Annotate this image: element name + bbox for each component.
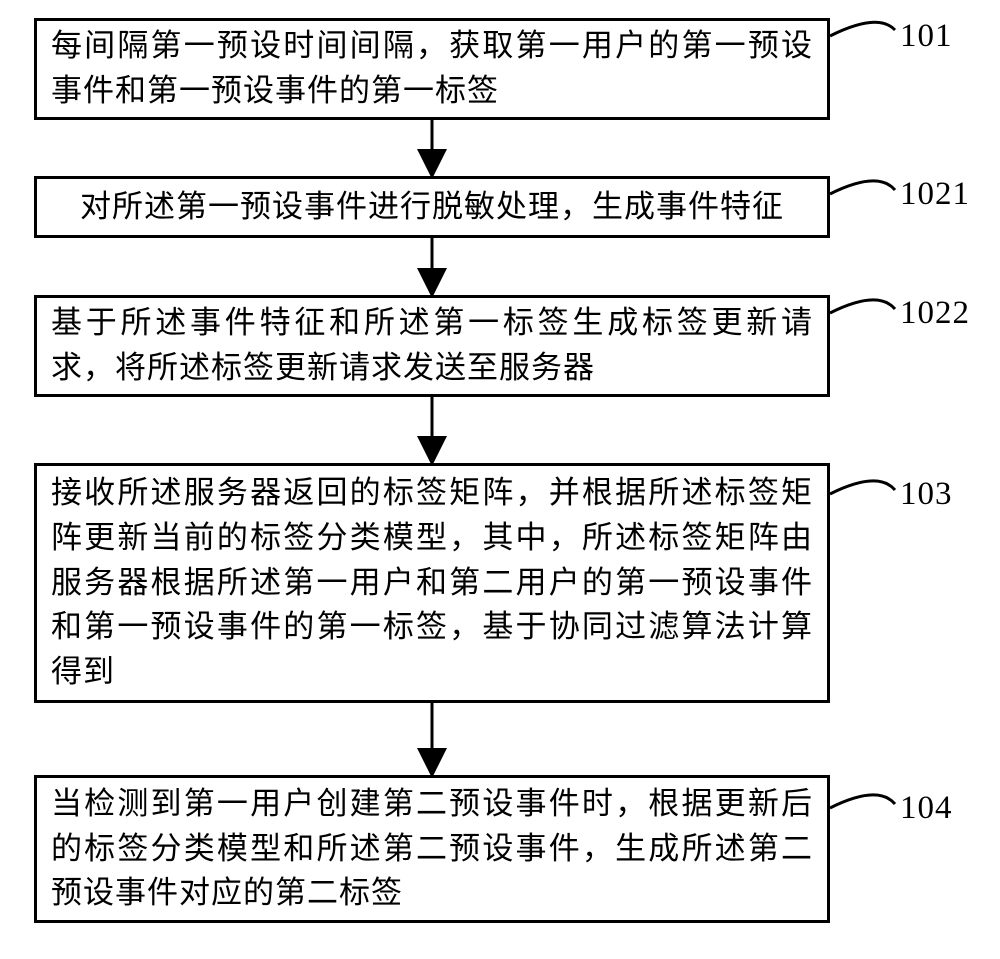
flowchart-canvas: 每间隔第一预设时间间隔，获取第一用户的第一预设事件和第一预设事件的第一标签 10… [0,0,1000,959]
arrow-101-to-1021 [0,0,1000,959]
